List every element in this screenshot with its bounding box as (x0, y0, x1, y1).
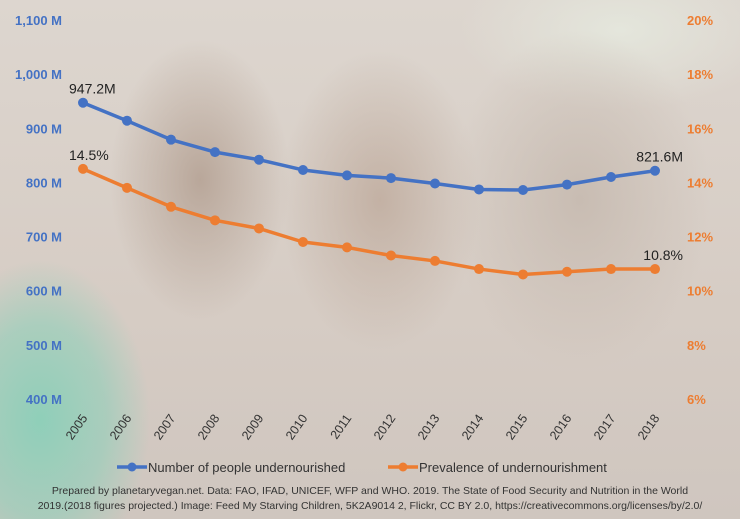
legend-swatch-marker (127, 462, 137, 472)
data-point (518, 185, 528, 196)
data-point (606, 172, 616, 183)
last-point-label: 821.6M (636, 149, 683, 165)
data-point (78, 97, 88, 108)
data-point (386, 250, 396, 261)
x-axis-tick-label: 2017 (591, 412, 618, 443)
data-point (342, 170, 352, 181)
data-point (166, 201, 176, 212)
right-axis-tick-label: 16% (687, 121, 713, 136)
data-point (562, 266, 572, 277)
data-point (518, 269, 528, 280)
data-point (430, 255, 440, 266)
data-point (430, 178, 440, 189)
data-point (474, 184, 484, 195)
left-axis-tick-label: 800 M (26, 175, 62, 190)
x-axis-tick-label: 2015 (503, 412, 530, 443)
data-point (210, 147, 220, 158)
right-axis-tick-label: 18% (687, 67, 713, 82)
left-axis-tick-label: 900 M (26, 121, 62, 136)
data-point (298, 164, 308, 175)
left-axis-tick-label: 1,100 M (15, 13, 62, 28)
x-axis-tick-label: 2014 (459, 412, 486, 443)
first-point-label: 14.5% (69, 147, 109, 163)
legend-swatch-marker (398, 462, 408, 472)
source-line-2: 2019.(2018 figures projected.) Image: Fe… (37, 500, 703, 512)
x-axis-tick-label: 2018 (635, 412, 662, 443)
data-point (166, 134, 176, 145)
legend-label: Prevalence of undernourishment (419, 460, 607, 475)
x-axis-tick-label: 2011 (328, 412, 355, 442)
right-axis-tick-label: 6% (687, 392, 706, 407)
left-axis-tick-label: 1,000 M (15, 67, 62, 82)
data-point (474, 264, 484, 275)
data-point (122, 115, 132, 126)
x-axis-tick-label: 2016 (547, 412, 574, 443)
first-point-label: 947.2M (69, 81, 116, 97)
x-axis-tick-label: 2006 (107, 412, 134, 443)
data-point (254, 154, 264, 165)
data-point (650, 264, 660, 275)
data-point (78, 163, 88, 174)
source-note: Prepared by planetaryvegan.net. Data: FA… (0, 484, 740, 514)
right-axis-tick-label: 8% (687, 338, 706, 353)
data-point (210, 215, 220, 226)
data-point (298, 236, 308, 247)
source-line-1: Prepared by planetaryvegan.net. Data: FA… (51, 485, 689, 497)
data-point (562, 179, 572, 190)
x-axis-tick-label: 2007 (151, 412, 178, 443)
x-axis-tick-label: 2013 (415, 412, 442, 443)
left-axis-tick-label: 600 M (26, 284, 62, 299)
x-axis-tick-label: 2008 (195, 412, 222, 443)
left-axis-tick-label: 400 M (26, 392, 62, 407)
right-axis-tick-label: 10% (687, 284, 713, 299)
last-point-label: 10.8% (643, 247, 683, 263)
data-point (342, 242, 352, 253)
right-axis-tick-label: 14% (687, 175, 713, 190)
data-point (650, 165, 660, 176)
left-axis-tick-label: 500 M (26, 338, 62, 353)
series-line-people-undernourished (82, 101, 656, 192)
series-line-prevalence (82, 167, 655, 277)
data-point (386, 173, 396, 184)
x-axis-tick-label: 2010 (283, 412, 310, 443)
x-axis-tick-label: 2009 (239, 412, 266, 443)
data-point (122, 182, 132, 193)
right-axis-tick-label: 20% (687, 13, 713, 28)
x-axis-tick-label: 2012 (371, 412, 398, 443)
x-axis-tick-label: 2005 (63, 412, 90, 443)
left-axis-tick-label: 700 M (26, 230, 62, 245)
legend-label: Number of people undernourished (148, 460, 345, 475)
data-point (254, 223, 264, 234)
data-point (606, 264, 616, 275)
right-axis-tick-label: 12% (687, 230, 713, 245)
